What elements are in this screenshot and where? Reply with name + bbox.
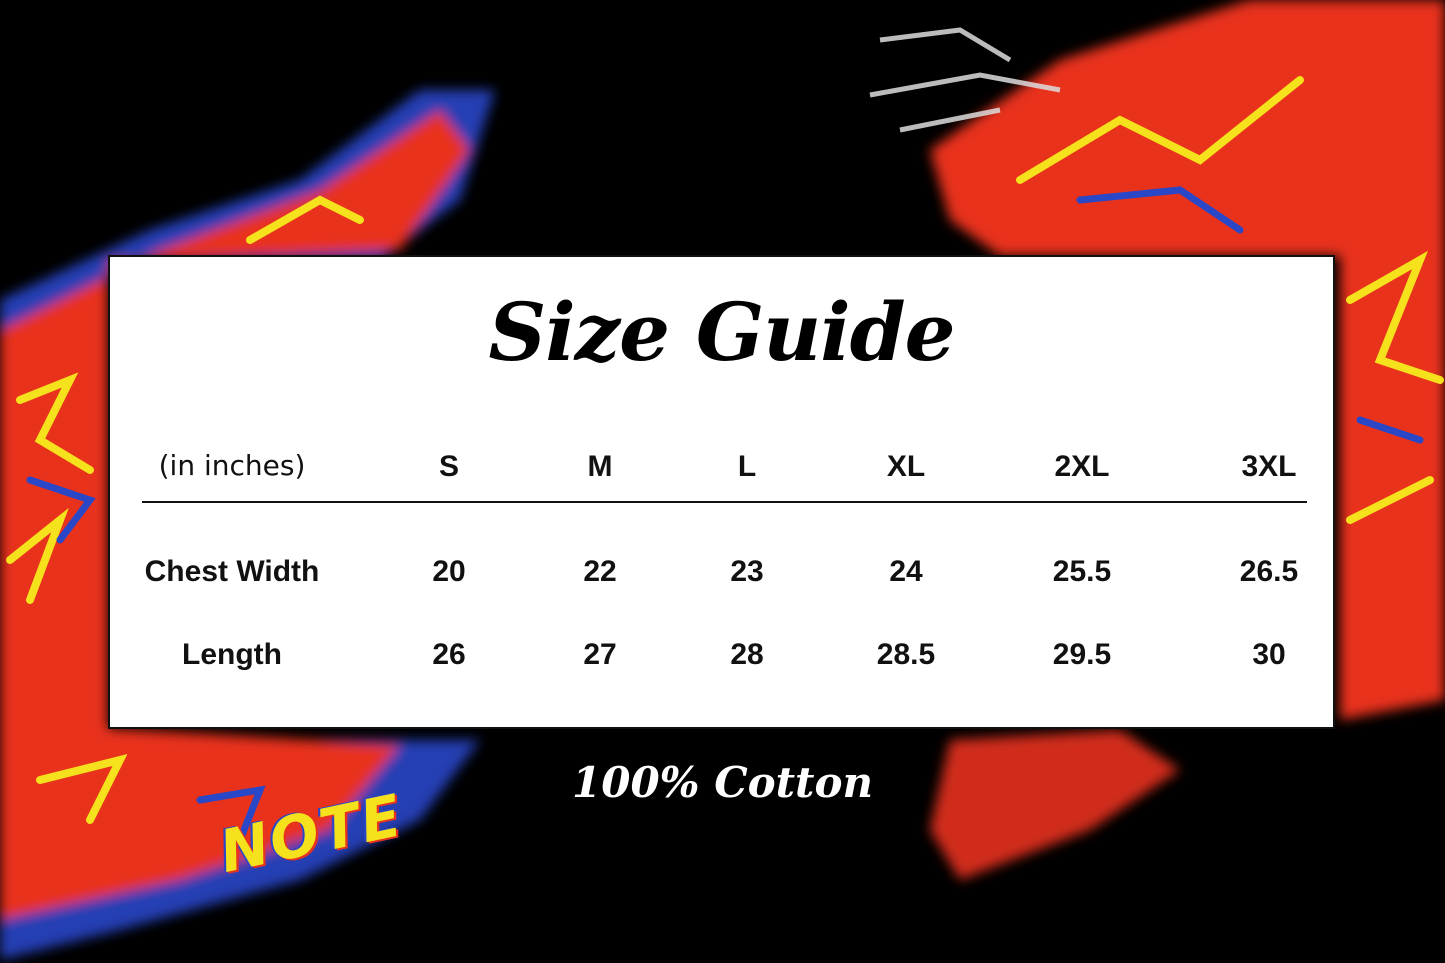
table-cell: 22 (583, 555, 617, 588)
table-cell: 23 (730, 555, 764, 588)
table-cell: 29.5 (1052, 638, 1112, 671)
material-note: 100% Cotton (572, 758, 873, 807)
table-cell: 24 (889, 555, 923, 588)
size-header-m: M (587, 450, 613, 483)
row-label-length: Length (182, 638, 282, 671)
table-cell: 26.5 (1239, 555, 1299, 588)
table-cell: 25.5 (1052, 555, 1112, 588)
table-cell: 20 (432, 555, 466, 588)
page-title: Size Guide (488, 285, 955, 379)
table-cell: 28 (730, 638, 764, 671)
size-header-3xl: 3XL (1241, 450, 1297, 483)
table-cell: 30 (1252, 638, 1286, 671)
size-header-s: S (438, 450, 460, 483)
header-divider (142, 501, 1307, 503)
table-cell: 28.5 (876, 638, 936, 671)
size-guide-card: Size Guide (in inches) S M L XL 2XL 3XL … (108, 255, 1335, 729)
size-header-2xl: 2XL (1054, 450, 1110, 483)
size-header-xl: XL (886, 450, 926, 483)
row-label-chest-width: Chest Width (144, 555, 320, 588)
size-header-l: L (737, 450, 757, 483)
table-cell: 26 (432, 638, 466, 671)
unit-label: (in inches) (158, 449, 306, 482)
table-cell: 27 (583, 638, 617, 671)
